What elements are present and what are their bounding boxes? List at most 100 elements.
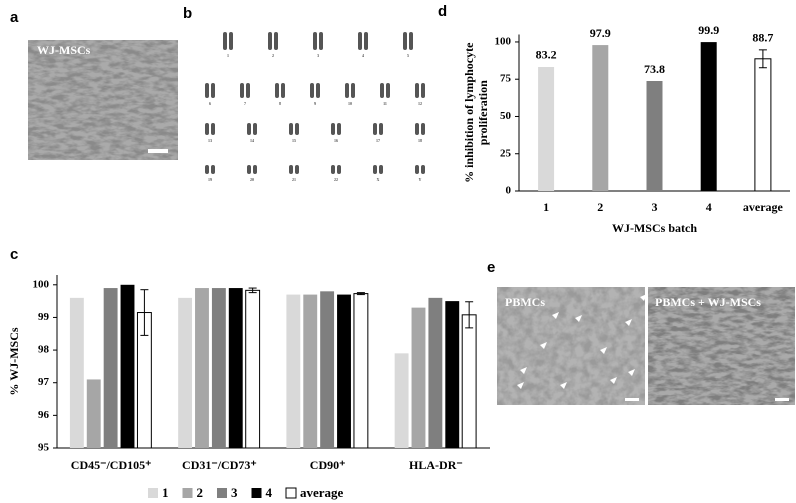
- error-bar: [248, 287, 257, 294]
- y-tick-label: 99: [38, 311, 50, 323]
- arrowhead: [610, 377, 617, 384]
- chromosome: [380, 83, 384, 98]
- chromosome: [373, 123, 377, 135]
- panel-label: a: [10, 9, 19, 26]
- bar: [538, 66, 555, 191]
- y-tick-label: 98: [38, 344, 50, 356]
- karyotype-number: 11: [383, 101, 387, 106]
- bar: [120, 284, 135, 448]
- bar: [411, 307, 426, 448]
- panel-label: d: [438, 3, 447, 20]
- bar: [303, 294, 318, 448]
- bar: [86, 379, 101, 448]
- value-label: 99.9: [698, 23, 719, 37]
- image-label: PBMCs + WJ-MSCs: [655, 295, 761, 309]
- legend-swatch: [251, 488, 262, 498]
- arrowhead: [560, 382, 567, 389]
- bar: [228, 288, 243, 448]
- karyotype-number: 22: [334, 177, 338, 182]
- chromosome: [274, 32, 278, 50]
- karyotype-number: 21: [292, 177, 296, 182]
- chromosome: [386, 83, 390, 98]
- legend-label: average: [300, 485, 344, 500]
- bar: [700, 42, 717, 192]
- value-label: 73.8: [644, 62, 665, 76]
- y-tick-label: 75: [500, 73, 512, 85]
- arrowhead: [540, 342, 547, 349]
- chromosome: [331, 123, 335, 135]
- image-label: WJ-MSCs: [37, 43, 91, 57]
- karyotype-number: Y: [419, 177, 422, 182]
- bar: [286, 294, 301, 448]
- y-axis-label: proliferation: [476, 80, 490, 145]
- karyotype-number: X: [377, 177, 380, 182]
- bar: [445, 301, 460, 448]
- karyotype-number: 17: [376, 138, 380, 143]
- bar: [211, 288, 226, 448]
- chromosome: [415, 83, 419, 98]
- panel-label: c: [10, 246, 18, 263]
- karyotype-number: 3: [317, 53, 319, 58]
- karyotype-number: 8: [279, 101, 281, 106]
- chromosome: [316, 83, 320, 98]
- y-tick-label: 100: [495, 35, 512, 47]
- legend-swatch: [148, 488, 158, 498]
- legend-swatch: [217, 488, 227, 498]
- chromosome: [313, 32, 317, 50]
- karyotype-number: 15: [292, 138, 296, 143]
- error-bar: [356, 292, 365, 296]
- bar: [337, 294, 351, 448]
- arrowhead: [552, 312, 559, 319]
- chromosome: [205, 165, 209, 174]
- bar: [245, 289, 261, 449]
- bar: [461, 314, 477, 449]
- chromosome: [253, 165, 257, 174]
- karyotype-number: 16: [334, 138, 338, 143]
- scale-bar: [625, 398, 639, 401]
- arrowhead: [520, 367, 527, 374]
- chromosome: [379, 123, 383, 135]
- y-tick-label: 50: [500, 110, 512, 122]
- y-tick-label: 25: [500, 147, 512, 159]
- arrowhead: [600, 347, 607, 354]
- bar: [69, 297, 84, 448]
- error-bar: [465, 301, 474, 329]
- x-tick-label: 1: [543, 200, 549, 214]
- value-label: 88.7: [752, 31, 773, 45]
- chromosome: [319, 32, 323, 50]
- y-tick-label: 0: [506, 185, 512, 197]
- chromosome: [421, 165, 425, 174]
- bar: [178, 297, 193, 448]
- bar: [394, 353, 409, 448]
- x-tick-label: HLA-DR⁻: [409, 458, 463, 472]
- karyotype-number: 18: [418, 138, 422, 143]
- bar: [103, 288, 118, 448]
- legend-label: 3: [231, 485, 238, 500]
- chromosome: [275, 83, 279, 98]
- legend-swatch: [182, 488, 193, 498]
- chromosome: [409, 32, 413, 50]
- value-label: 83.2: [536, 48, 557, 62]
- chromosome: [289, 165, 293, 174]
- y-tick-label: 95: [38, 442, 50, 454]
- x-tick-label: 3: [652, 200, 658, 214]
- chromosome: [253, 123, 257, 135]
- chromosome: [289, 123, 293, 135]
- chromosome: [421, 83, 425, 98]
- bar: [754, 58, 772, 192]
- legend-label: 4: [266, 485, 273, 500]
- bar: [646, 81, 663, 191]
- image-label: PBMCs: [505, 295, 545, 309]
- y-tick-label: 96: [38, 409, 50, 421]
- x-tick-label: average: [743, 200, 784, 214]
- bar: [353, 293, 369, 449]
- chromosome: [211, 165, 215, 174]
- x-tick-label: 2: [597, 200, 603, 214]
- chromosome: [310, 83, 314, 98]
- karyotype-number: 5: [407, 53, 409, 58]
- chromosome: [358, 32, 362, 50]
- chromosome: [247, 165, 251, 174]
- chromosome: [240, 83, 244, 98]
